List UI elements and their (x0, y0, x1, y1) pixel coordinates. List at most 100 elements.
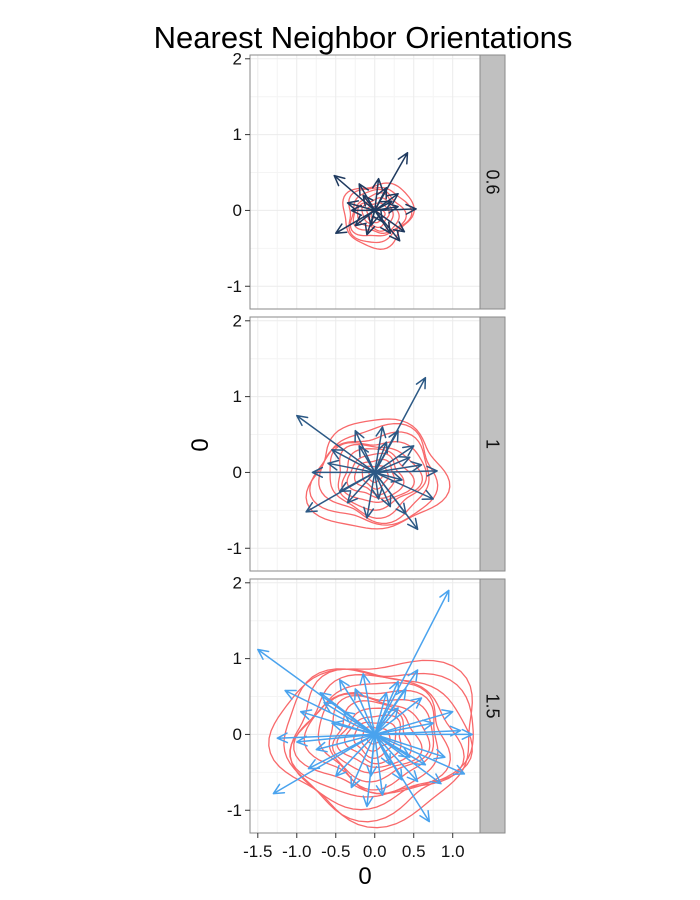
arrows (257, 589, 473, 823)
orientation-arrow (373, 680, 400, 736)
facet-strip-label: 1 (483, 439, 503, 449)
contour-line (341, 448, 415, 503)
x-tick-label: 0.5 (402, 842, 426, 861)
y-tick-label: 1 (233, 387, 242, 406)
orientation-arrow (319, 691, 376, 736)
chart-title: Nearest Neighbor Orientations (154, 20, 573, 55)
orientation-arrow (373, 725, 462, 737)
orientation-arrow (373, 697, 423, 736)
orientation-arrow (354, 688, 376, 736)
orientation-arrow (373, 471, 403, 483)
orientation-arrow (338, 679, 376, 736)
orientation-arrow (366, 733, 378, 777)
orientation-arrow (350, 733, 376, 789)
contour-line (353, 458, 396, 496)
orientation-arrow (367, 209, 379, 227)
y-axis-title: 0 (187, 438, 214, 451)
orientation-arrow (371, 471, 383, 500)
orientation-arrow (272, 733, 376, 795)
orientation-arrow (373, 465, 438, 477)
orientation-arrow (373, 203, 417, 215)
contour-line (329, 440, 428, 519)
orientation-arrow (373, 589, 450, 736)
orientation-arrow (307, 733, 376, 770)
orientation-arrow (350, 204, 376, 216)
panel-background (250, 55, 480, 309)
orientation-arrow (373, 733, 442, 785)
contour-line (337, 443, 424, 511)
orientation-arrow (373, 733, 419, 783)
orientation-arrow (331, 720, 376, 736)
orientation-arrow (373, 733, 427, 766)
y-tick-label: 2 (233, 49, 242, 68)
contour-line (361, 465, 389, 490)
orientation-arrow (358, 445, 376, 474)
orientation-arrow (373, 456, 411, 474)
y-tick-label: 0 (233, 463, 242, 482)
panel-background (250, 579, 480, 833)
contour-line (268, 659, 473, 829)
arrows (333, 152, 417, 242)
orientation-arrow (354, 209, 376, 227)
x-tick-label: 1.0 (441, 842, 465, 861)
contour-line (309, 422, 439, 526)
orientation-arrow (373, 471, 407, 515)
y-tick-label: -1 (227, 539, 242, 558)
orientation-arrow (373, 733, 446, 760)
orientation-arrow (296, 414, 376, 474)
orientation-arrow (327, 459, 376, 474)
orientation-arrow (346, 200, 376, 212)
contour-line (361, 202, 390, 229)
facet-strip-label: 1.5 (483, 693, 503, 718)
orientation-arrow (373, 733, 387, 796)
facet-strip (479, 54, 506, 310)
x-tick-label: 0.0 (363, 842, 387, 861)
orientation-arrow (373, 445, 415, 474)
orientation-arrow (373, 733, 466, 776)
orientation-arrow (373, 441, 389, 474)
arrows (296, 376, 438, 531)
orientation-arrow (296, 733, 376, 747)
orientation-arrow (373, 186, 388, 212)
orientation-arrow (373, 733, 392, 766)
orientation-arrow (362, 194, 376, 212)
y-tick-label: 1 (233, 125, 242, 144)
orientation-arrow (373, 719, 434, 736)
y-tick-label: -1 (227, 277, 242, 296)
facet-panel: 1 -1 0 1 2 (227, 311, 506, 572)
y-tick-label: 0 (233, 725, 242, 744)
y-tick-label: 1 (233, 649, 242, 668)
orientation-arrow (373, 691, 390, 736)
orientation-arrow (363, 471, 376, 519)
contour-line (342, 182, 415, 250)
orientation-arrow (359, 673, 376, 736)
y-tick-label: 0 (233, 201, 242, 220)
orientation-arrow (373, 200, 393, 212)
contour-line (349, 188, 407, 237)
orientation-arrow (371, 177, 383, 212)
facet-panel: 1.5 -1 0 1 2 (227, 573, 506, 834)
facet-panels: 0.6 -1 0 1 2 1 -1 0 1 2 1.5 -1 0 1 2 (227, 49, 506, 834)
orientation-arrow (335, 733, 376, 777)
orientation-arrow (315, 733, 376, 753)
orientation-arrow (331, 448, 376, 474)
x-axis-ticks: -1.5 -1.0 -0.5 0.0 0.5 1.0 (243, 833, 465, 861)
facet-panel: 0.6 -1 0 1 2 (227, 49, 506, 310)
x-tick-label: -1.0 (282, 842, 311, 861)
orientation-arrow (373, 460, 423, 474)
orientation-arrow (333, 174, 376, 212)
orientation-arrow (311, 466, 376, 478)
orientation-arrow (373, 471, 392, 508)
orientation-arrow (373, 688, 407, 736)
x-tick-label: -0.5 (321, 842, 350, 861)
y-tick-label: 2 (233, 311, 242, 330)
x-tick-label: -1.5 (243, 842, 272, 861)
orientation-arrow (346, 471, 376, 504)
orientation-arrow (276, 732, 376, 744)
facet-strip (479, 578, 506, 834)
facet-strip-label: 0.6 (483, 169, 503, 194)
y-tick-label: 2 (233, 573, 242, 592)
x-axis-title: 0 (358, 863, 371, 890)
y-tick-label: -1 (227, 801, 242, 820)
orientation-arrow (373, 709, 454, 736)
